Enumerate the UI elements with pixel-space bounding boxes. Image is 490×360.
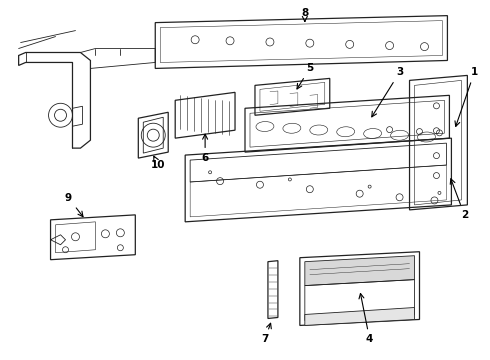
Text: 1: 1 — [455, 67, 478, 126]
Text: 3: 3 — [372, 67, 403, 117]
Text: 2: 2 — [450, 179, 468, 220]
Text: 6: 6 — [201, 134, 209, 163]
Text: 4: 4 — [359, 293, 373, 345]
Text: 10: 10 — [151, 156, 166, 170]
Text: 7: 7 — [261, 323, 271, 345]
Polygon shape — [305, 307, 415, 325]
Text: 8: 8 — [301, 8, 308, 21]
Polygon shape — [305, 256, 415, 285]
Text: 9: 9 — [65, 193, 83, 217]
Text: 5: 5 — [297, 63, 314, 89]
